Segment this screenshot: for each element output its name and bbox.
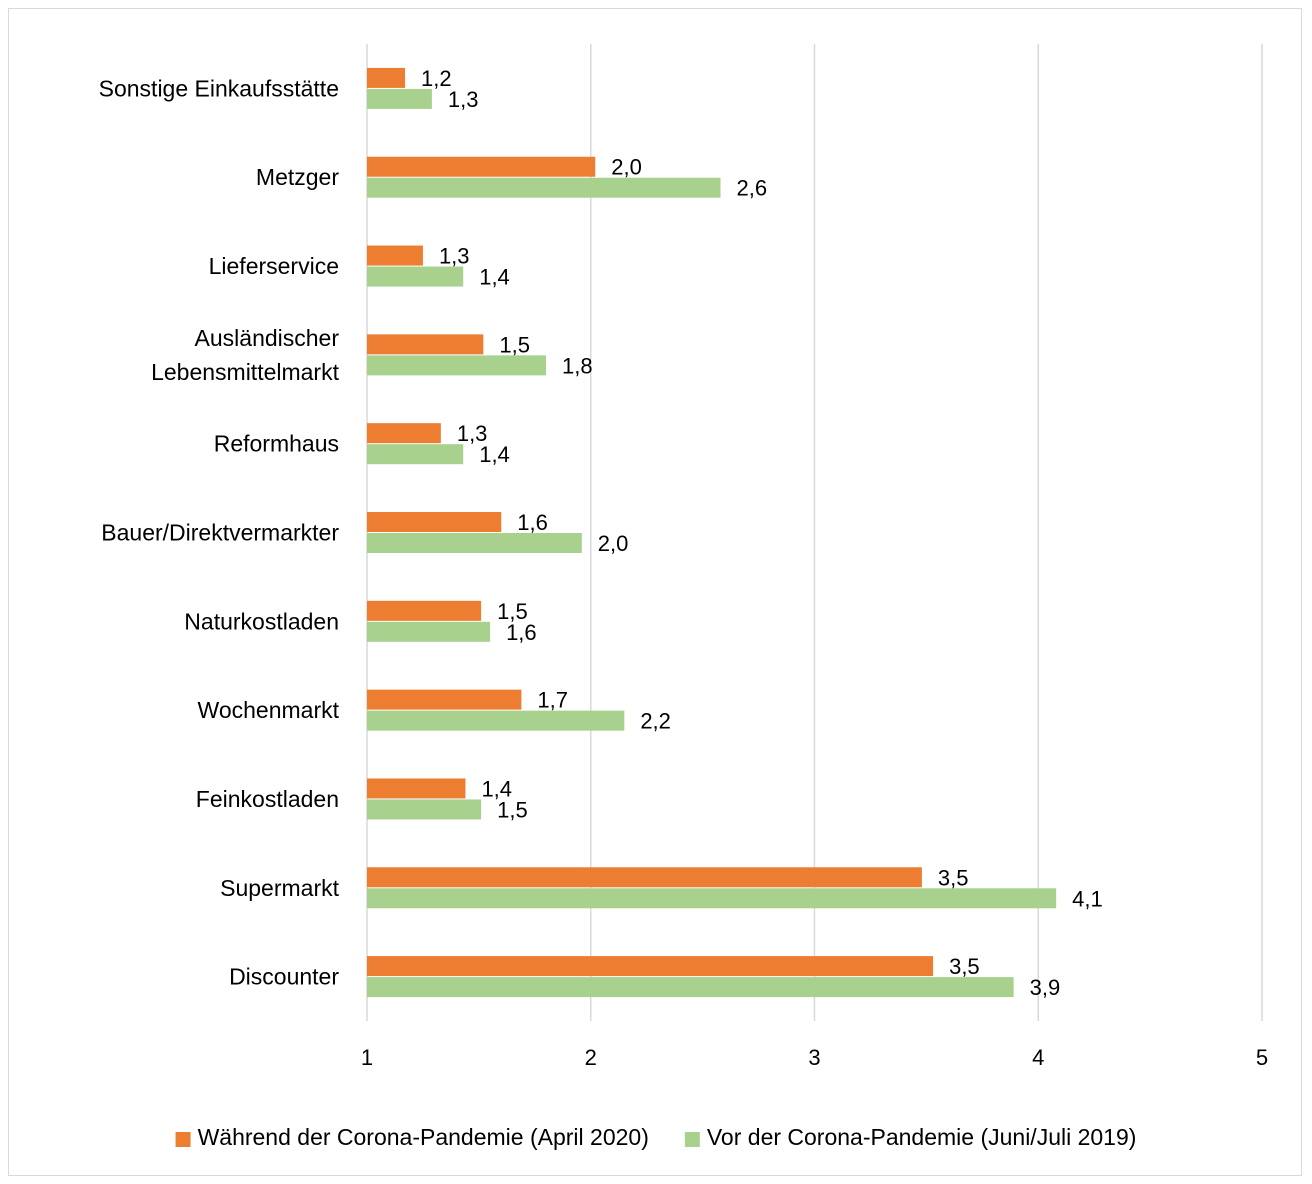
data-label: 1,2 — [421, 66, 452, 91]
data-label: 1,6 — [506, 620, 537, 645]
bar-series-1 — [367, 67, 406, 88]
bar-series-2 — [367, 710, 625, 731]
data-label: 1,4 — [481, 776, 512, 801]
data-label: 4,1 — [1072, 886, 1103, 911]
data-label: 1,5 — [497, 797, 528, 822]
legend: Während der Corona-Pandemie (April 2020)… — [175, 1124, 1137, 1150]
data-label: 3,9 — [1030, 975, 1061, 1000]
data-label: 1,7 — [537, 688, 568, 713]
data-label: 3,5 — [949, 954, 980, 979]
category-label: Sonstige Einkaufsstätte — [99, 75, 339, 101]
category-label: Naturkostladen — [184, 608, 339, 634]
category-label: Metzger — [256, 164, 339, 190]
data-label: 3,5 — [938, 865, 969, 890]
bar-series-1 — [367, 778, 466, 799]
data-label: 1,3 — [457, 421, 488, 446]
bar-series-2 — [367, 177, 721, 198]
category-label: Wochenmarkt — [198, 697, 340, 723]
data-label: 2,0 — [611, 155, 642, 180]
bar-series-1 — [367, 334, 484, 355]
data-label: 2,0 — [598, 531, 629, 556]
data-label: 1,6 — [517, 510, 548, 535]
data-labels: 1,21,32,02,61,31,41,51,81,31,41,62,01,51… — [421, 66, 1103, 1000]
bar-series-1 — [367, 245, 423, 266]
category-label: Feinkostladen — [196, 786, 339, 812]
data-label: 1,5 — [499, 332, 530, 357]
chart-frame: 1,2 1,3 2,0 2,6 1,3 1,4 1,5 1,8 1,3 1,4 1,6 2,0 1,5 1… — [8, 8, 1302, 1176]
bar-series-1 — [367, 600, 482, 621]
category-label: Lieferservice — [209, 253, 339, 279]
bar-series-2 — [367, 88, 432, 109]
category-labels: Sonstige Einkaufsstätte Metzger Lieferserv… — [99, 75, 340, 989]
bar-series-1 — [367, 156, 596, 177]
bar-chart: 1,21,32,02,61,31,41,51,81,31,41,62,01,51… — [99, 44, 1268, 1150]
legend-item-1: Während der Corona-Pandemie (April 2020) — [175, 1124, 649, 1150]
x-tick-label: 1 — [361, 1045, 373, 1070]
bar-series-2 — [367, 888, 1057, 909]
category-label: Supermarkt — [220, 875, 339, 901]
bar-series-2 — [367, 444, 464, 465]
data-label: 1,5 — [497, 599, 528, 624]
data-label: 2,2 — [640, 709, 671, 734]
x-axis-ticks: 1 2 3 4 5 — [361, 1045, 1268, 1070]
x-tick-label: 5 — [1256, 1045, 1268, 1070]
legend-label: Während der Corona-Pandemie (April 2020) — [198, 1124, 649, 1150]
bar-series-2 — [367, 621, 491, 642]
bars — [367, 67, 1057, 998]
bar-series-2 — [367, 266, 464, 287]
legend-swatch — [684, 1132, 700, 1147]
category-label: Bauer/Direktvermarkter — [101, 520, 339, 546]
gridlines — [366, 44, 1263, 1021]
data-label: 1,8 — [562, 353, 593, 378]
data-label: 2,6 — [737, 176, 768, 201]
data-label: 1,4 — [479, 265, 510, 290]
legend-item-2: Vor der Corona-Pandemie (Juni/Juli 2019) — [684, 1124, 1137, 1150]
bar-series-1 — [367, 423, 441, 444]
category-label: Ausländischer — [195, 325, 340, 351]
data-label: 1,4 — [479, 442, 510, 467]
bar-series-2 — [367, 977, 1014, 998]
category-label: Discounter — [229, 964, 339, 990]
bar-series-2 — [367, 533, 582, 553]
bar-series-1 — [367, 867, 922, 888]
bar-series-1 — [367, 956, 934, 977]
bar-series-1 — [367, 512, 502, 532]
category-label: Reformhaus — [214, 431, 339, 457]
data-label: 1,3 — [448, 87, 479, 112]
bar-series-1 — [367, 689, 522, 710]
x-tick-label: 2 — [585, 1045, 597, 1070]
bar-series-2 — [367, 355, 546, 376]
legend-swatch — [175, 1132, 191, 1147]
x-tick-label: 3 — [808, 1045, 820, 1070]
x-tick-label: 4 — [1032, 1045, 1044, 1070]
data-label: 1,3 — [439, 244, 470, 269]
category-label: Lebensmittelmarkt — [151, 359, 340, 385]
legend-label: Vor der Corona-Pandemie (Juni/Juli 2019) — [707, 1124, 1137, 1150]
bar-series-2 — [367, 799, 482, 820]
